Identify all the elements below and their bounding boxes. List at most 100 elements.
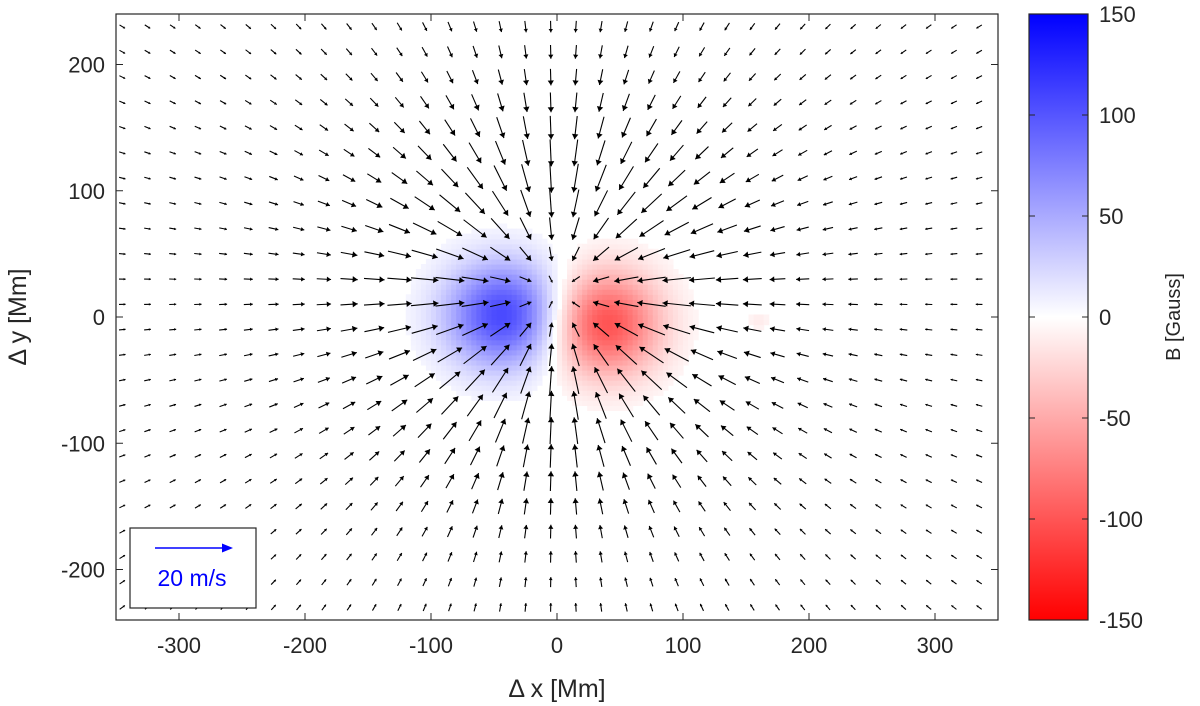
field-pixel bbox=[672, 304, 679, 311]
field-pixel bbox=[501, 334, 508, 341]
field-pixel bbox=[657, 344, 664, 351]
velocity-arrowhead bbox=[594, 210, 600, 217]
velocity-arrowhead bbox=[593, 233, 600, 240]
field-pixel bbox=[587, 385, 593, 391]
velocity-arrowhead bbox=[430, 229, 437, 235]
field-pixel bbox=[582, 299, 588, 305]
field-pixel bbox=[481, 359, 488, 366]
velocity-arrowhead bbox=[474, 603, 478, 607]
field-pixel bbox=[521, 349, 528, 356]
velocity-arrowhead bbox=[697, 103, 703, 108]
field-pixel bbox=[577, 400, 583, 406]
field-pixel bbox=[446, 263, 452, 270]
field-pixel bbox=[577, 248, 583, 255]
field-pixel bbox=[612, 263, 619, 270]
field-pixel bbox=[597, 299, 603, 305]
velocity-arrowhead bbox=[648, 551, 653, 556]
velocity-arrowhead bbox=[123, 126, 126, 130]
velocity-arrowhead bbox=[299, 127, 303, 131]
field-pixel bbox=[420, 263, 427, 270]
field-pixel bbox=[441, 253, 447, 260]
field-pixel bbox=[627, 274, 634, 280]
velocity-arrowhead bbox=[352, 276, 358, 283]
field-pixel bbox=[446, 375, 452, 381]
field-pixel bbox=[415, 279, 422, 285]
velocity-arrowhead bbox=[597, 498, 604, 504]
velocity-arrowhead bbox=[173, 504, 176, 507]
velocity-arrowhead bbox=[638, 323, 644, 330]
velocity-arrowhead bbox=[673, 500, 678, 506]
velocity-arrowhead bbox=[925, 479, 929, 482]
velocity-arrowhead bbox=[647, 499, 653, 505]
colorbar-tick-label: 150 bbox=[1099, 2, 1136, 27]
field-pixel bbox=[425, 344, 432, 351]
field-pixel bbox=[597, 390, 603, 396]
field-pixel bbox=[521, 258, 528, 265]
field-pixel bbox=[461, 284, 467, 290]
velocity-arrowhead bbox=[823, 152, 828, 156]
field-pixel bbox=[562, 279, 568, 285]
field-pixel bbox=[531, 375, 538, 381]
field-pixel bbox=[521, 319, 528, 326]
field-pixel bbox=[572, 339, 578, 346]
velocity-arrowhead bbox=[498, 53, 504, 59]
velocity-arrowhead bbox=[324, 102, 328, 106]
field-pixel bbox=[405, 314, 412, 321]
velocity-arrowhead bbox=[326, 301, 332, 307]
field-pixel bbox=[466, 319, 472, 326]
velocity-arrowhead bbox=[548, 343, 555, 349]
velocity-arrowhead bbox=[123, 202, 126, 205]
field-pixel bbox=[481, 248, 488, 255]
field-pixel bbox=[592, 405, 598, 412]
field-pixel bbox=[662, 339, 669, 346]
field-pixel bbox=[677, 279, 684, 285]
velocity-arrowhead bbox=[624, 577, 628, 581]
field-pixel bbox=[622, 304, 629, 311]
field-pixel bbox=[531, 359, 538, 366]
velocity-arrowhead bbox=[593, 344, 600, 351]
field-pixel bbox=[587, 380, 593, 386]
field-pixel bbox=[466, 390, 472, 396]
field-pixel bbox=[577, 269, 583, 275]
field-pixel bbox=[567, 364, 573, 371]
field-pixel bbox=[476, 284, 482, 290]
field-pixel bbox=[431, 344, 437, 351]
velocity-arrowhead bbox=[376, 202, 383, 208]
velocity-arrowhead bbox=[643, 395, 649, 402]
velocity-arrowhead bbox=[249, 378, 253, 382]
field-pixel bbox=[456, 349, 462, 356]
velocity-arrowhead bbox=[148, 328, 151, 331]
field-pixel bbox=[551, 263, 558, 270]
field-pixel bbox=[582, 284, 588, 290]
velocity-arrowhead bbox=[849, 479, 853, 482]
field-pixel bbox=[683, 284, 689, 290]
velocity-arrowhead bbox=[825, 529, 828, 532]
field-pixel bbox=[491, 284, 498, 290]
field-pixel bbox=[491, 329, 498, 336]
field-pixel bbox=[536, 309, 543, 316]
field-pixel bbox=[516, 284, 523, 290]
field-pixel bbox=[657, 258, 664, 265]
field-pixel bbox=[501, 314, 508, 321]
field-pixel bbox=[451, 279, 457, 285]
field-pixel bbox=[491, 349, 498, 356]
field-pixel bbox=[582, 385, 588, 391]
field-pixel bbox=[587, 243, 593, 250]
field-pixel bbox=[415, 289, 422, 295]
field-pixel bbox=[602, 243, 608, 250]
field-pixel bbox=[415, 299, 422, 305]
field-pixel bbox=[476, 238, 482, 245]
field-pixel bbox=[516, 349, 523, 356]
field-pixel bbox=[597, 359, 603, 366]
velocity-arrowhead bbox=[248, 76, 252, 80]
field-pixel bbox=[521, 284, 528, 290]
field-pixel bbox=[602, 269, 608, 275]
field-pixel bbox=[476, 344, 482, 351]
field-pixel bbox=[516, 238, 523, 245]
field-pixel bbox=[516, 375, 523, 381]
velocity-arrowhead bbox=[950, 101, 954, 105]
field-pixel bbox=[511, 344, 518, 351]
field-pixel bbox=[526, 228, 533, 235]
field-pixel bbox=[567, 319, 573, 326]
field-pixel bbox=[511, 324, 518, 331]
